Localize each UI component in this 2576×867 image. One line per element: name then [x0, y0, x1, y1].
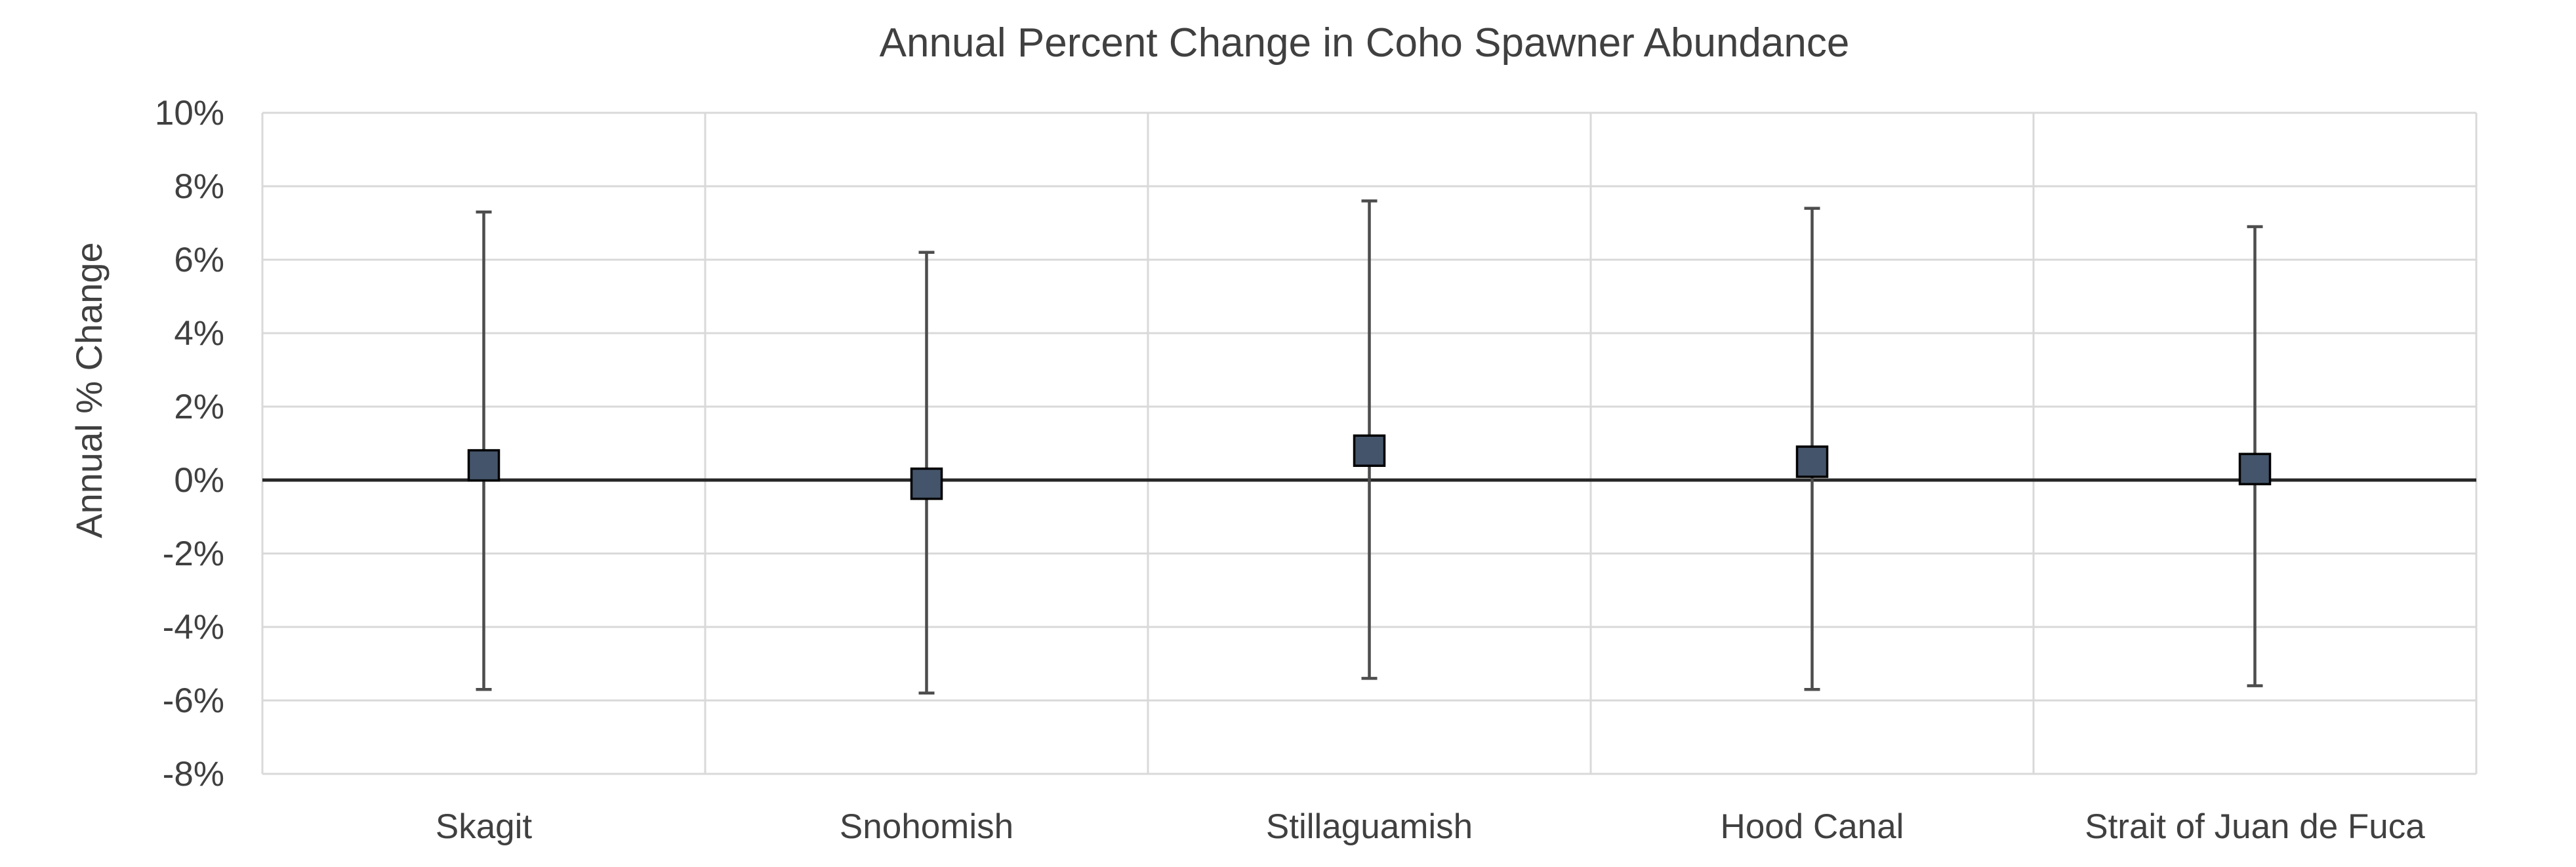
- y-tick-label: -6%: [163, 681, 224, 720]
- x-tick-label: Skagit: [436, 807, 533, 846]
- data-point: [2238, 453, 2272, 485]
- y-tick-label: 10%: [155, 94, 224, 132]
- chart-title: Annual Percent Change in Coho Spawner Ab…: [880, 20, 1850, 66]
- data-point: [467, 449, 501, 482]
- y-tick-label: 0%: [174, 461, 224, 500]
- y-tick-label: 2%: [174, 388, 224, 426]
- x-tick-label: Snohomish: [840, 807, 1013, 846]
- data-point: [1353, 434, 1386, 467]
- y-axis-title: Annual % Change: [68, 242, 110, 538]
- plot-area: 10% 8% 6% 4% 2% 0% -2% -4% -6% -8% Skagit Snohomish…: [155, 94, 2478, 846]
- y-tick-label: 6%: [174, 241, 224, 279]
- x-tick-label: Stillaguamish: [1266, 807, 1473, 846]
- x-tick-label: Hood Canal: [1721, 807, 1904, 846]
- y-tick-label: -2%: [163, 534, 224, 573]
- y-tick-label: 4%: [174, 314, 224, 353]
- x-tick-label: Strait of Juan de Fuca: [2085, 807, 2425, 846]
- data-point: [1795, 445, 1829, 478]
- y-tick-label: -4%: [163, 608, 224, 647]
- data-point: [910, 467, 943, 500]
- y-tick-label: -8%: [163, 755, 224, 794]
- y-tick-label: 8%: [174, 167, 224, 206]
